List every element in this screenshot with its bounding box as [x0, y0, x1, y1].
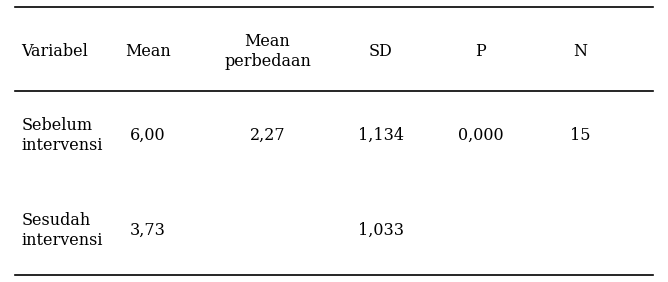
Text: 1,033: 1,033 [357, 222, 403, 239]
Text: 3,73: 3,73 [130, 222, 166, 239]
Text: Sebelum
intervensi: Sebelum intervensi [21, 117, 103, 154]
Text: 15: 15 [570, 127, 591, 144]
Text: 6,00: 6,00 [130, 127, 166, 144]
Text: Sesudah
intervensi: Sesudah intervensi [21, 212, 103, 249]
Text: N: N [573, 43, 587, 60]
Text: P: P [475, 43, 486, 60]
Text: Mean: Mean [125, 43, 170, 60]
Text: Variabel: Variabel [21, 43, 88, 60]
Text: 2,27: 2,27 [250, 127, 285, 144]
Text: 0,000: 0,000 [458, 127, 503, 144]
Text: SD: SD [369, 43, 392, 60]
Text: 1,134: 1,134 [357, 127, 403, 144]
Text: Mean
perbedaan: Mean perbedaan [224, 33, 311, 70]
